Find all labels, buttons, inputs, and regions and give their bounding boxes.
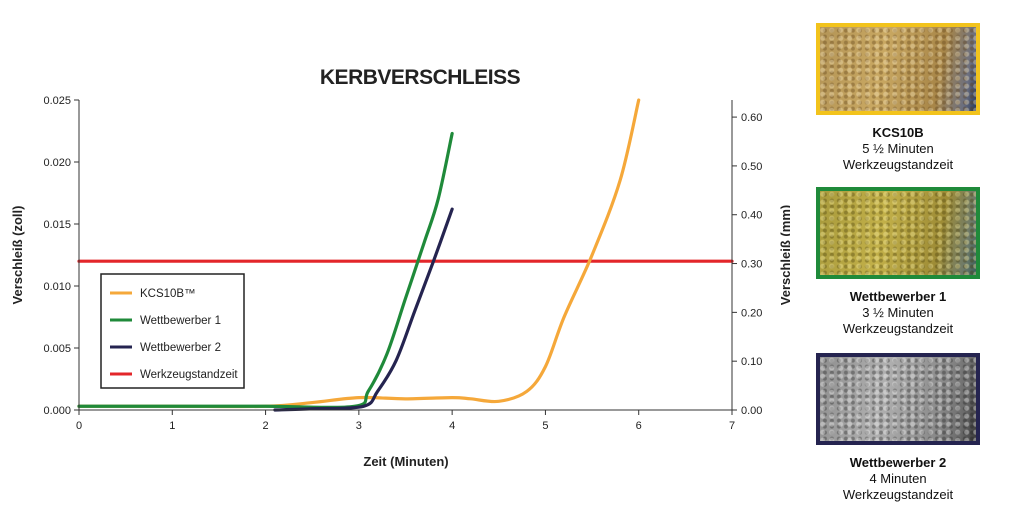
series-line-competitor-2	[273, 207, 454, 412]
y-axis-left-title: Verschleiß (zoll)	[10, 206, 25, 305]
y2-tick-label: 0.20	[741, 307, 762, 319]
y-tick-label: 0.015	[43, 219, 71, 231]
legend-label-kcs10b: KCS10B™	[140, 288, 196, 300]
y-tick-label: 0.020	[43, 157, 71, 169]
panel-caption: Werkzeugstandzeit	[842, 487, 954, 502]
y2-tick-label: 0.30	[741, 259, 762, 271]
x-tick-label: 0	[76, 420, 82, 432]
y2-tick-label: 0.50	[741, 161, 762, 173]
panel-duration: 3 ½ Minuten	[862, 305, 934, 320]
y-axis-right-title: Verschleiß (mm)	[778, 205, 790, 305]
chart-title: KERBVERSCHLEISS	[320, 66, 521, 89]
axes	[78, 100, 733, 411]
x-tick-label: 3	[356, 420, 362, 432]
wear-photo-competitor-2	[816, 353, 980, 445]
wear-photo-kcs10b	[816, 23, 980, 115]
panel-caption: Werkzeugstandzeit	[842, 321, 954, 336]
x-tick-label: 1	[169, 420, 175, 432]
y2-tick-label: 0.00	[741, 405, 762, 417]
legend-label-competitor-2: Wettbewerber 2	[140, 342, 221, 354]
series-line-competitor-1	[77, 131, 454, 409]
x-tick-label: 6	[636, 420, 642, 432]
y2-tick-label: 0.60	[741, 112, 762, 124]
y2-tick-label: 0.10	[741, 356, 762, 368]
panel-duration: 4 Minuten	[869, 471, 927, 486]
y2-tick-label: 0.40	[741, 210, 762, 222]
x-tick-label: 4	[449, 420, 455, 432]
y-tick-label: 0.005	[43, 343, 71, 355]
axis-ticks: 0 1 2 3 4 5 6 7 0.000 0.005 0.010 0.015 0.020 0.025 0.…	[43, 95, 762, 432]
panel-title: KCS10B	[872, 125, 924, 140]
x-tick-label: 2	[263, 420, 269, 432]
legend-label-competitor-1: Wettbewerber 1	[140, 315, 221, 327]
panel-caption: Werkzeugstandzeit	[842, 157, 954, 172]
series-lines	[77, 98, 734, 412]
y-tick-label: 0.025	[43, 95, 71, 107]
x-axis-title: Zeit (Minuten)	[363, 454, 448, 469]
panel-duration: 5 ½ Minuten	[862, 141, 934, 156]
x-tick-label: 7	[729, 420, 735, 432]
legend-label-tool-life: Werkzeugstandzeit	[140, 369, 238, 381]
wear-photo-competitor-1	[816, 187, 980, 279]
x-tick-label: 5	[542, 420, 548, 432]
y-tick-label: 0.000	[43, 405, 71, 417]
y-tick-label: 0.010	[43, 281, 71, 293]
legend: KCS10B™ Wettbewerber 1 Wettbewerber 2 Werkz…	[100, 273, 245, 389]
panel-kcs10b: KCS10B 5 ½ Minuten Werkzeugstandzeit	[812, 23, 984, 173]
notch-wear-chart: KERBVERSCHLEISS 0 1 2 3 4 5 6 70.0000.0050.0100…	[10, 66, 790, 469]
panel-title: Wettbewerber 1	[849, 289, 947, 304]
panel-title: Wettbewerber 2	[849, 455, 947, 470]
